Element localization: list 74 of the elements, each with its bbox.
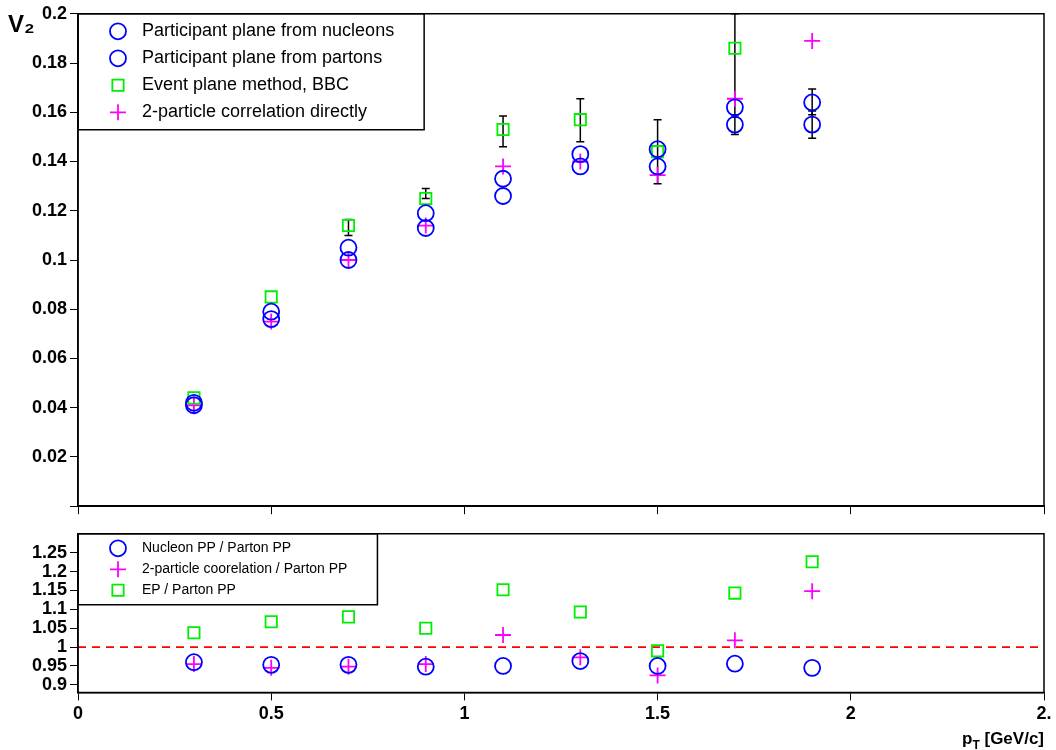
- point: [648, 666, 667, 685]
- y-tick-label: 0.06: [31, 347, 67, 368]
- y-tick-label: 0.9: [41, 673, 67, 694]
- point: [728, 41, 742, 55]
- x-tick-label: 1.5: [645, 703, 671, 724]
- x-tick-label: 1: [459, 703, 470, 724]
- y-tick-label: 1.1: [41, 598, 67, 619]
- y-tick-label: 0.12: [31, 199, 67, 220]
- point: [416, 204, 435, 223]
- point: [187, 391, 201, 405]
- point: [803, 31, 822, 50]
- point: [571, 145, 590, 164]
- point: [571, 652, 590, 670]
- point: [494, 657, 512, 675]
- x-tick-label: 0.5: [258, 703, 284, 724]
- y-axis-title: V₂: [8, 9, 35, 37]
- point: [262, 302, 281, 321]
- point: [803, 658, 822, 677]
- legend-label: Nucleon PP / Parton PP: [142, 539, 292, 556]
- point: [803, 115, 822, 134]
- point: [264, 290, 278, 304]
- point: [496, 583, 510, 597]
- point: [341, 610, 356, 624]
- legend-label: 2-particle coorelation / Parton PP: [142, 560, 348, 577]
- point: [648, 657, 667, 675]
- x-tick-label: 2: [845, 703, 856, 724]
- point: [725, 631, 744, 650]
- point: [651, 644, 665, 658]
- point: [419, 191, 433, 206]
- point: [648, 157, 667, 176]
- point: [725, 89, 744, 108]
- y-tick-label: 0.04: [31, 396, 67, 417]
- legend-label: Participant plane from nucleons: [142, 20, 395, 41]
- point: [805, 555, 819, 569]
- point: [573, 113, 587, 127]
- y-tick-label: 1.2: [41, 560, 67, 581]
- legend-label: Participant plane from partons: [142, 47, 383, 68]
- y-tick-label: 1.25: [31, 541, 67, 562]
- point: [803, 582, 822, 601]
- y-tick-label: 0.14: [31, 150, 67, 171]
- point: [728, 586, 742, 600]
- y-tick-label: 0.08: [31, 298, 67, 319]
- y-tick-label: 1.15: [31, 579, 67, 600]
- point: [573, 605, 587, 619]
- point: [648, 166, 667, 184]
- point: [725, 654, 744, 673]
- point: [264, 615, 278, 629]
- legend-label: Event plane method, BBC: [142, 74, 350, 95]
- legend-label: 2-particle correlation directly: [142, 101, 368, 122]
- y-tick-label: 1: [56, 636, 67, 657]
- point: [496, 122, 510, 137]
- point: [341, 218, 356, 233]
- point: [571, 157, 590, 176]
- y-tick-label: 0.1: [41, 248, 67, 269]
- point: [725, 98, 744, 117]
- point: [648, 140, 667, 159]
- point: [187, 626, 201, 640]
- y-tick-label: 0.18: [31, 52, 67, 73]
- point: [494, 157, 512, 176]
- point: [494, 187, 512, 205]
- y-tick-label: 0.02: [31, 445, 67, 466]
- y-tick-label: 0.16: [31, 101, 67, 122]
- y-tick-label: 0.2: [41, 2, 67, 23]
- point: [803, 93, 822, 112]
- y-tick-label: 0.95: [31, 654, 67, 675]
- y-tick-label: 1.05: [31, 617, 67, 638]
- x-tick-label: 2.: [1036, 703, 1052, 724]
- point: [419, 621, 433, 635]
- point: [339, 238, 358, 257]
- point: [494, 626, 512, 644]
- point: [494, 169, 512, 188]
- point: [725, 115, 744, 134]
- legend-label: EP / Parton PP: [142, 581, 236, 598]
- x-tick-label: 0: [72, 703, 84, 724]
